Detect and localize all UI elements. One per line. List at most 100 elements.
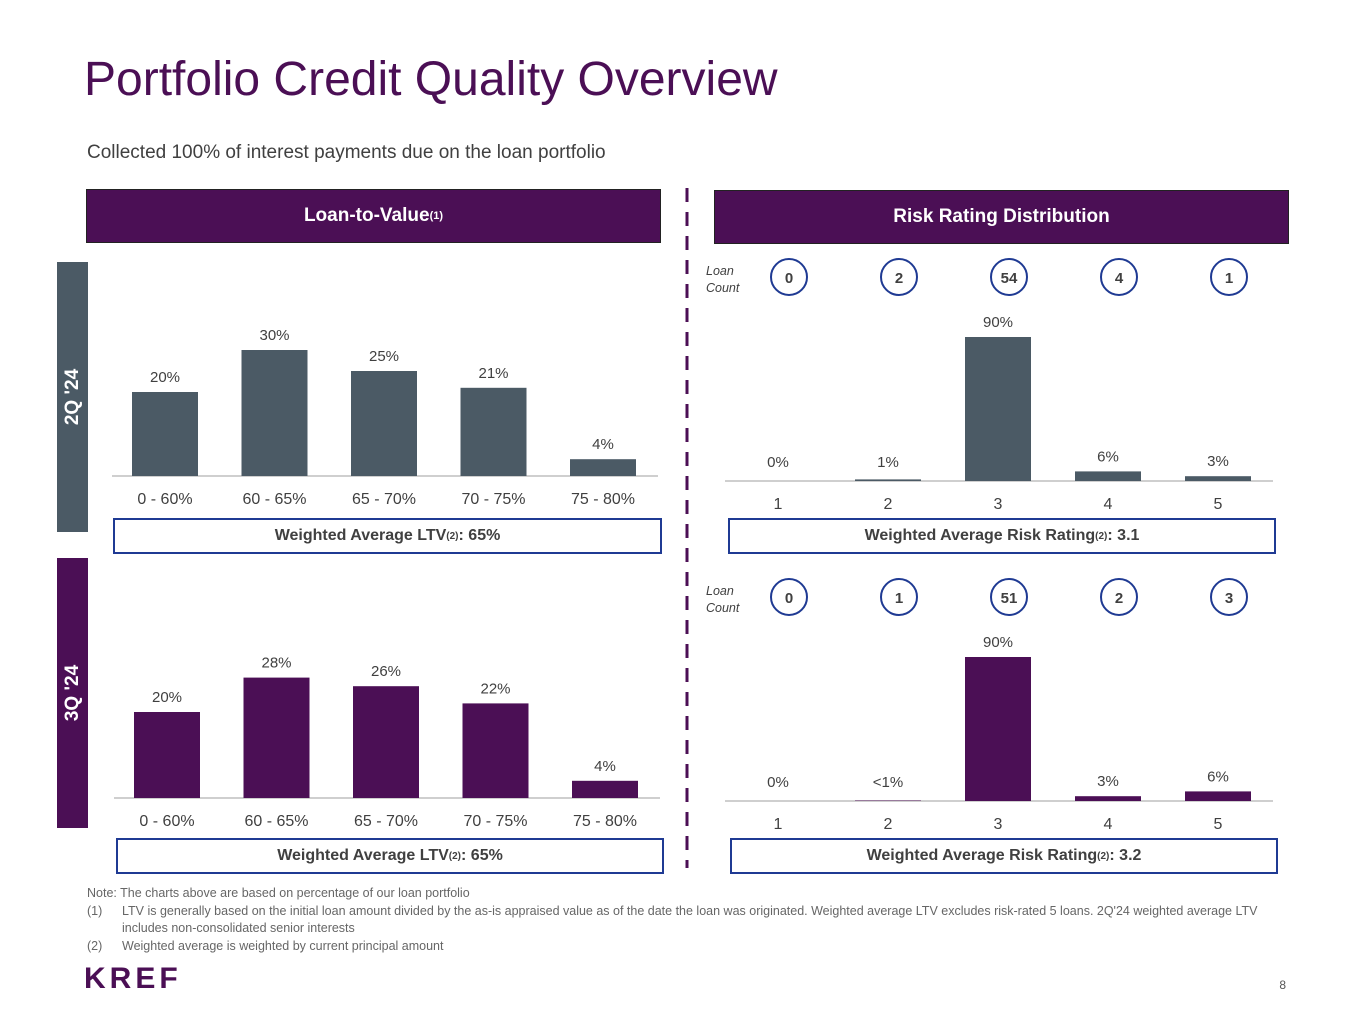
rr-2q-loan-count-2: 2	[895, 270, 903, 287]
wa-rr-2q-box: Weighted Average Risk Rating (2): 3.1	[728, 518, 1276, 554]
ltv-2q-chart: 20% 0 - 60% 30% 60 - 65% 25% 65 - 70% 21% 70 - …	[112, 327, 658, 508]
rr-3q-bar-5	[1185, 791, 1251, 801]
rr-3q-loan-count-circle-2	[880, 578, 918, 616]
period-label-2q: 2Q '24	[61, 368, 83, 426]
footnotes: Note: The charts above are based on perc…	[87, 885, 1287, 955]
rr-2q-data-label-5: 3%	[1207, 453, 1229, 470]
ltv-2q-bar-5	[570, 459, 636, 476]
rr-2q-data-label-4: 6%	[1097, 448, 1119, 465]
rr-3q-data-label-2: <1%	[873, 774, 903, 791]
rr-2q-loan-count-circle-3	[990, 258, 1028, 296]
rr-2q-bar-5	[1185, 476, 1251, 481]
wa-ltv-3q-sup: (2)	[448, 850, 462, 862]
ltv-2q-tick-label-5: 75 - 80%	[571, 491, 635, 508]
wa-rr-3q-value: : 3.2	[1109, 847, 1142, 864]
rr-2q-loan-count-label-line2: Count	[706, 281, 740, 295]
ltv-3q-data-label-1: 20%	[152, 689, 182, 706]
ltv-2q-data-label-4: 21%	[478, 365, 508, 382]
ltv-3q-tick-label-3: 65 - 70%	[354, 813, 418, 830]
rr-3q-bar-4	[1075, 796, 1141, 801]
page-title: Portfolio Credit Quality Overview	[84, 53, 778, 106]
rr-3q-loan-count-circle-4	[1100, 578, 1138, 616]
wa-ltv-2q-box: Weighted Average LTV (2): 65%	[113, 518, 662, 554]
ltv-2q-tick-label-4: 70 - 75%	[461, 491, 525, 508]
footnote-1-text: LTV is generally based on the initial lo…	[122, 903, 1258, 936]
divider-dashed-line	[685, 188, 689, 868]
footnote-2-num: (2)	[87, 938, 103, 953]
ltv-2q-data-label-2: 30%	[259, 327, 289, 344]
rr-2q-loan-count-label-line1: Loan	[706, 264, 734, 278]
rr-2q-loan-count-4: 4	[1115, 270, 1124, 287]
ltv-3q-tick-label-5: 75 - 80%	[573, 813, 637, 830]
ltv-2q-bar-2	[241, 350, 308, 476]
rr-2q-tick-label-5: 5	[1214, 496, 1223, 513]
ltv-3q-bar-5	[572, 780, 638, 798]
rr-2q-tick-label-3: 3	[994, 496, 1003, 513]
ltv-3q-data-label-4: 22%	[480, 680, 510, 697]
rr-3q-loan-count-circle-3	[990, 578, 1028, 616]
ltv-3q-bar-2	[243, 677, 310, 798]
ltv-2q-tick-label-3: 65 - 70%	[352, 491, 416, 508]
rr-3q-tick-label-5: 5	[1214, 816, 1223, 833]
ltv-2q-bar-1	[132, 392, 198, 476]
rr-3q-bar-3	[965, 657, 1031, 801]
wa-ltv-2q-sup: (2)	[446, 530, 459, 542]
ltv-header-label: Loan-to-Value	[303, 205, 430, 226]
footnote-2: (2) Weighted average is weighted by curr…	[87, 938, 1287, 956]
rr-3q-loan-count-label-line1: Loan	[706, 584, 734, 598]
ltv-3q-chart: 20% 0 - 60% 28% 60 - 65% 26% 65 - 70% 22% 70 - …	[114, 655, 660, 830]
rr-3q-data-label-4: 3%	[1097, 773, 1119, 790]
wa-ltv-3q-box: Weighted Average LTV (2): 65%	[116, 838, 664, 874]
ltv-3q-bar-4	[462, 703, 529, 798]
ltv-2q-bar-3	[351, 371, 417, 476]
wa-rr-2q-sup: (2)	[1095, 530, 1108, 542]
ltv-3q-data-label-3: 26%	[371, 663, 401, 680]
ltv-2q-tick-label-2: 60 - 65%	[242, 491, 306, 508]
ltv-3q-tick-label-2: 60 - 65%	[244, 813, 308, 830]
ltv-3q-bar-1	[134, 712, 200, 798]
rr-3q-tick-label-2: 2	[884, 816, 893, 833]
rr-3q-data-label-1: 0%	[767, 774, 789, 791]
wa-rr-3q-box: Weighted Average Risk Rating (2): 3.2	[730, 838, 1278, 874]
footnote-1: (1) LTV is generally based on the initia…	[87, 903, 1287, 938]
rr-2q-loan-count-3: 54	[1001, 270, 1018, 287]
rr-3q-loan-count-4: 2	[1115, 590, 1123, 607]
wa-rr-2q-value: : 3.1	[1107, 527, 1140, 544]
rr-2q-tick-label-2: 2	[884, 496, 893, 513]
rr-3q-loan-count-label-line2: Count	[706, 601, 740, 615]
ltv-2q-bar-4	[460, 387, 527, 476]
rr-2q-tick-label-4: 4	[1104, 496, 1113, 513]
rr-3q-loan-count-1: 0	[785, 590, 793, 607]
period-label-3q: 3Q '24	[61, 664, 83, 722]
rr-3q-tick-label-1: 1	[774, 816, 783, 833]
rr-2q-loan-count-circle-4	[1100, 258, 1138, 296]
ltv-header: Loan-to-Value (1)	[86, 189, 661, 243]
rr-3q-chart: 0% 1 0 <1% 2 1 90% 3 51 3% 4 2 6% 5 3 Loan Count	[706, 578, 1273, 833]
rr-3q-loan-count-circle-1	[770, 578, 808, 616]
wa-rr-3q-sup: (2)	[1097, 850, 1110, 862]
rr-3q-loan-count-2: 1	[895, 590, 903, 607]
kref-logo: KREF	[84, 962, 182, 995]
wa-ltv-2q-label: Weighted Average LTV	[274, 527, 447, 544]
rr-2q-bar-4	[1075, 471, 1141, 481]
rr-3q-tick-label-3: 3	[994, 816, 1003, 833]
rr-2q-loan-count-circle-2	[880, 258, 918, 296]
rr-3q-loan-count-circle-5	[1210, 578, 1248, 616]
ltv-2q-data-label-1: 20%	[150, 369, 180, 386]
rr-2q-chart: 0% 1 0 1% 2 2 90% 3 54 6% 4 4 3% 5 1 Loan Count	[706, 258, 1273, 513]
rr-2q-data-label-1: 0%	[767, 454, 789, 471]
ltv-3q-tick-label-1: 0 - 60%	[139, 813, 194, 830]
ltv-2q-data-label-3: 25%	[369, 348, 399, 365]
rr-3q-loan-count-5: 3	[1225, 590, 1233, 607]
footnote-2-text: Weighted average is weighted by current …	[122, 938, 444, 953]
wa-rr-2q-label: Weighted Average Risk Rating	[864, 527, 1096, 544]
rr-3q-tick-label-4: 4	[1104, 816, 1113, 833]
page-subtitle: Collected 100% of interest payments due …	[87, 142, 606, 163]
risk-header: Risk Rating Distribution	[714, 190, 1289, 244]
rr-2q-loan-count-5: 1	[1225, 270, 1233, 287]
risk-header-label: Risk Rating Distribution	[893, 206, 1110, 227]
wa-ltv-3q-label: Weighted Average LTV	[277, 847, 449, 864]
ltv-header-sup: (1)	[429, 210, 444, 222]
rr-3q-data-label-3: 90%	[983, 634, 1013, 651]
rr-2q-tick-label-1: 1	[774, 496, 783, 513]
